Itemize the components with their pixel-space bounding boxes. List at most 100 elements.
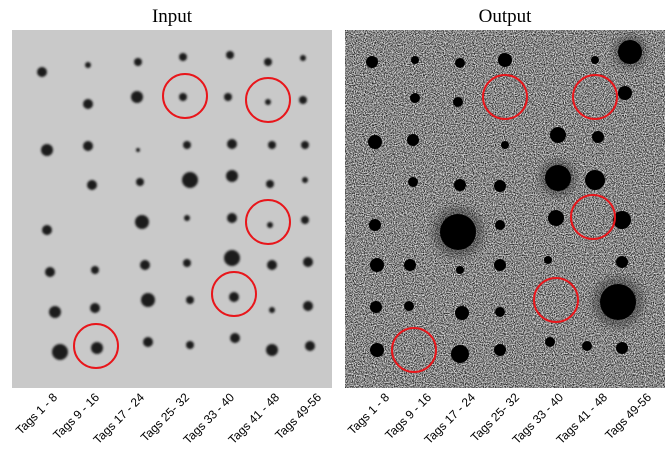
blot-dot	[269, 307, 275, 313]
blot-dot	[90, 303, 100, 313]
blot-dot	[456, 266, 464, 274]
blot-dot	[267, 260, 277, 270]
blot-dot	[179, 53, 187, 61]
output-noise	[345, 30, 665, 388]
blot-dot	[494, 344, 506, 356]
blot-dot	[618, 40, 642, 64]
highlight-circle	[572, 74, 618, 120]
blot-dot	[494, 259, 506, 271]
blot-dot	[266, 344, 278, 356]
blot-dot	[87, 180, 97, 190]
highlight-circle	[391, 327, 437, 373]
blot-dot	[404, 301, 414, 311]
blot-dot	[410, 93, 420, 103]
blot-dot	[545, 337, 555, 347]
blot-dot	[37, 67, 47, 77]
blot-dot	[545, 165, 571, 191]
blot-dot	[267, 222, 273, 228]
blot-dot	[404, 259, 416, 271]
blot-dot	[451, 345, 469, 363]
blot-dot	[616, 342, 628, 354]
blot-dot	[266, 180, 274, 188]
blot-dot	[131, 91, 143, 103]
blot-dot	[600, 284, 636, 320]
blot-dot	[370, 301, 382, 313]
blot-dot	[143, 337, 153, 347]
blot-dot	[226, 51, 234, 59]
blot-dot	[408, 177, 418, 187]
highlight-circle	[245, 77, 291, 123]
highlight-circles	[73, 73, 618, 373]
blot-dot	[183, 141, 191, 149]
blot-dot	[582, 341, 592, 351]
blot-dot	[591, 56, 599, 64]
blot-dot	[268, 141, 276, 149]
blot-dot	[299, 96, 307, 104]
blot-dot	[183, 259, 191, 267]
blot-dot	[370, 343, 384, 357]
highlight-circle	[162, 73, 208, 119]
blot-dot	[370, 258, 384, 272]
input-image	[12, 30, 332, 388]
blot-dot	[455, 306, 469, 320]
blot-dot	[454, 179, 466, 191]
blot-dot	[301, 141, 309, 149]
input-dots	[37, 51, 315, 360]
blot-dot	[230, 333, 240, 343]
blot-dot	[305, 341, 315, 351]
blot-dot	[407, 134, 419, 146]
blot-dot	[495, 220, 505, 230]
highlight-circle	[245, 199, 291, 245]
panel-title: Input	[152, 6, 193, 27]
blot-dot	[494, 180, 506, 192]
blot-dot	[41, 144, 53, 156]
blot-dot	[453, 97, 463, 107]
column-label: Tags 49-56	[272, 390, 324, 442]
blot-dot	[440, 214, 476, 250]
blot-dot	[592, 131, 604, 143]
blot-dot	[265, 99, 271, 105]
blot-dot	[613, 211, 631, 229]
blot-dot	[495, 307, 505, 317]
blot-dot	[179, 93, 187, 101]
blot-dot	[184, 215, 190, 221]
highlight-circle	[73, 323, 119, 369]
blot-dot	[301, 216, 309, 224]
column-label: Tags 49-56	[602, 390, 654, 442]
blot-dot	[45, 267, 55, 277]
blot-dot	[224, 250, 240, 266]
highlight-circle	[211, 271, 257, 317]
blot-dot	[136, 148, 140, 152]
blot-dot	[366, 56, 378, 68]
blot-dot	[182, 172, 198, 188]
blot-dot	[229, 292, 239, 302]
blot-dot	[501, 141, 509, 149]
blot-dot	[227, 139, 237, 149]
blot-dot	[369, 219, 381, 231]
blot-dot	[52, 344, 68, 360]
highlight-circle	[482, 74, 528, 120]
blot-dot	[616, 256, 628, 268]
blot-dot	[186, 341, 194, 349]
blot-dot	[91, 266, 99, 274]
blot-dot	[550, 127, 566, 143]
blot-dot	[226, 170, 238, 182]
blot-dot	[85, 62, 91, 68]
blot-dot	[300, 55, 306, 61]
blot-dot	[303, 301, 313, 311]
output-dots	[366, 35, 647, 363]
panel-title: Output	[479, 6, 533, 27]
blot-dot	[224, 93, 232, 101]
blot-dot	[227, 213, 237, 223]
blot-dot	[49, 306, 61, 318]
blot-dot	[42, 225, 52, 235]
blot-dot	[544, 256, 552, 264]
blot-dot	[91, 342, 103, 354]
blot-dot	[303, 257, 313, 267]
blot-dot	[83, 99, 93, 109]
blot-dot	[585, 170, 605, 190]
blot-dot	[134, 58, 142, 66]
blot-dot	[498, 53, 512, 67]
